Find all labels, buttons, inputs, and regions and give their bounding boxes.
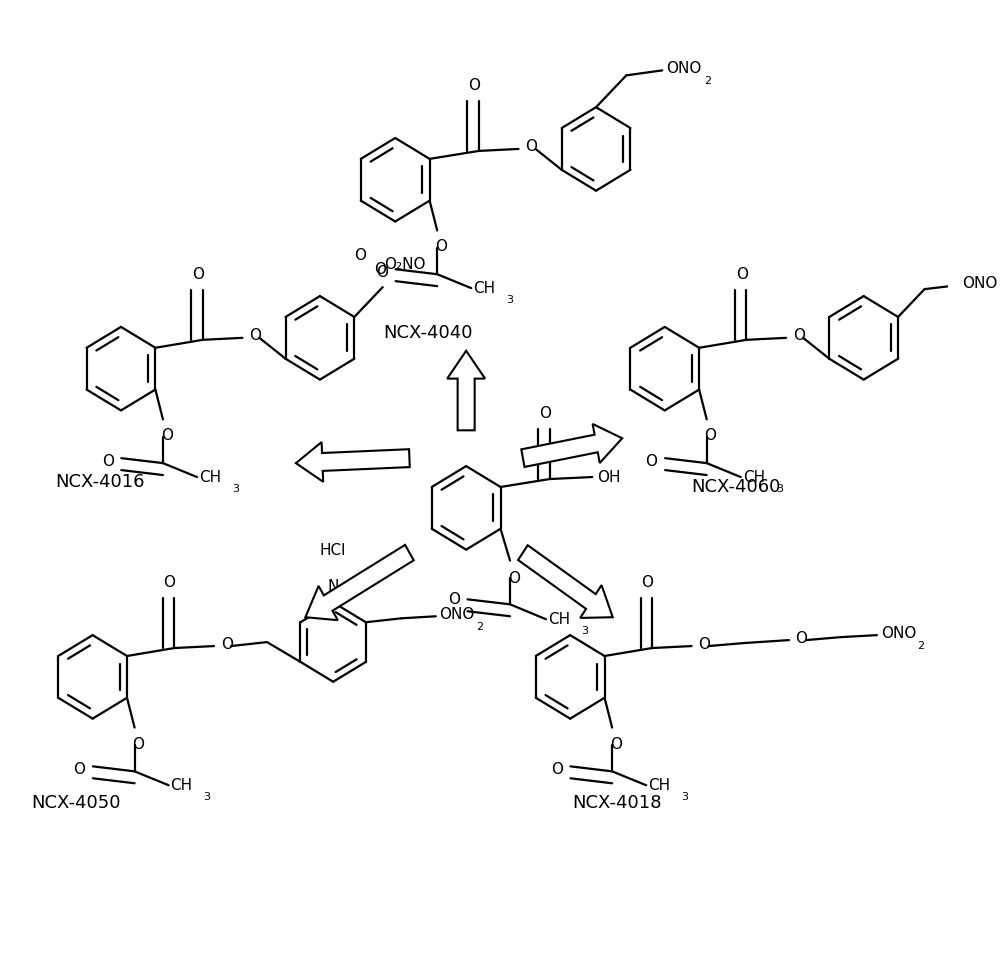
Text: 2: 2 <box>918 641 925 651</box>
Text: ONO: ONO <box>881 625 916 641</box>
Text: O: O <box>354 248 366 263</box>
Text: ONO: ONO <box>962 276 998 290</box>
Text: O: O <box>539 407 551 421</box>
Text: O: O <box>249 328 261 344</box>
Text: O: O <box>468 78 480 93</box>
Text: CH: CH <box>743 469 765 485</box>
Text: O: O <box>796 630 808 646</box>
Text: ONO: ONO <box>666 61 701 76</box>
Text: O: O <box>161 428 173 443</box>
Text: NCX-4016: NCX-4016 <box>55 473 144 491</box>
Text: O: O <box>704 428 716 443</box>
Text: O: O <box>448 591 460 607</box>
Text: 2: 2 <box>704 76 711 86</box>
Text: NCX-4060: NCX-4060 <box>691 478 780 496</box>
Text: CH: CH <box>171 777 193 793</box>
Polygon shape <box>521 424 622 467</box>
Text: O: O <box>376 264 388 280</box>
Text: O: O <box>525 139 537 155</box>
Text: N: N <box>327 580 339 594</box>
Text: O: O <box>698 637 710 651</box>
Text: CH: CH <box>199 469 221 485</box>
Text: CH: CH <box>648 777 670 793</box>
Text: O: O <box>646 454 658 469</box>
Text: O: O <box>132 737 144 751</box>
Polygon shape <box>447 350 485 431</box>
Text: O: O <box>102 454 114 469</box>
Text: 3: 3 <box>506 295 513 305</box>
Text: 2: 2 <box>476 622 484 632</box>
Text: 3: 3 <box>776 484 783 494</box>
Text: NCX-4040: NCX-4040 <box>384 324 473 342</box>
Text: O: O <box>221 637 233 651</box>
Text: HCl: HCl <box>320 543 346 558</box>
Text: CH: CH <box>473 281 495 295</box>
Text: O: O <box>641 575 653 590</box>
Text: 3: 3 <box>581 626 588 636</box>
Text: O: O <box>551 762 563 777</box>
Text: 3: 3 <box>204 792 211 802</box>
Text: 3: 3 <box>232 484 239 494</box>
Text: O: O <box>435 239 447 255</box>
Text: O₂NO: O₂NO <box>385 257 426 272</box>
Text: O: O <box>610 737 622 751</box>
Polygon shape <box>296 442 410 482</box>
Text: O: O <box>164 575 176 590</box>
Text: NCX-4018: NCX-4018 <box>573 794 662 812</box>
Text: O: O <box>736 267 748 282</box>
Text: ONO: ONO <box>440 607 475 621</box>
Text: O: O <box>73 762 85 777</box>
Text: O: O <box>508 570 520 586</box>
Text: O: O <box>793 328 805 344</box>
Polygon shape <box>305 545 414 620</box>
Text: CH: CH <box>548 612 570 626</box>
Polygon shape <box>518 545 613 618</box>
Text: O: O <box>374 262 386 277</box>
Text: O: O <box>192 267 204 282</box>
Text: 3: 3 <box>681 792 688 802</box>
Text: NCX-4050: NCX-4050 <box>31 794 121 812</box>
Text: OH: OH <box>597 469 621 485</box>
